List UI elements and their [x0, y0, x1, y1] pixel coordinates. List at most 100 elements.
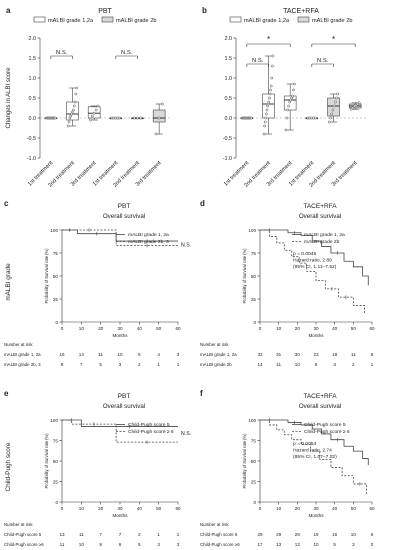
data-point	[154, 132, 158, 136]
panel-subtitle: Overall survival	[103, 403, 145, 410]
data-point	[72, 108, 75, 112]
data-point	[136, 116, 139, 120]
data-point	[90, 114, 94, 118]
risk-value: 6	[119, 542, 122, 547]
data-point	[264, 116, 268, 120]
significance-label: N.S.	[56, 50, 68, 56]
row-label: mALBI grade	[5, 263, 12, 301]
data-point	[269, 88, 272, 92]
stats-annotation: N.S.	[181, 243, 191, 249]
data-point	[332, 104, 336, 108]
number-at-risk-heading: Number at risk	[4, 342, 33, 347]
x-tick-label: 10	[276, 506, 282, 511]
data-point	[293, 82, 296, 86]
x-tick-label: 40	[332, 326, 338, 331]
row-label: Child-Pugh score	[5, 442, 12, 491]
data-point	[263, 124, 266, 128]
y-tick-label: 0.5	[225, 96, 233, 102]
data-point	[314, 116, 317, 120]
panel-letter: d	[200, 199, 205, 208]
data-point	[336, 92, 339, 96]
risk-value: 3	[177, 352, 180, 357]
data-point	[92, 111, 96, 115]
risk-value: 0	[371, 542, 374, 547]
panel-letter: b	[202, 6, 207, 15]
legend-swatch	[297, 16, 310, 23]
risk-value: 3	[333, 362, 336, 367]
risk-value: 11	[79, 532, 84, 537]
x-tick-label: 40	[332, 506, 338, 511]
x-tick-label: 20	[295, 326, 301, 331]
risk-value: 14	[79, 352, 85, 357]
legend-label: Child-Pugh score ≥ 6	[304, 429, 350, 435]
risk-value: 28	[295, 532, 301, 537]
x-tick-label: 30	[117, 506, 123, 511]
number-at-risk-heading: Number at risk	[200, 522, 229, 527]
data-point	[132, 116, 136, 120]
data-point	[67, 120, 71, 124]
survival-curve	[260, 229, 369, 286]
data-point	[285, 116, 289, 120]
risk-value: 2	[138, 532, 141, 537]
risk-value: 12	[295, 542, 301, 547]
survival-curve	[260, 419, 367, 494]
y-tick-label: 25	[251, 297, 257, 302]
risk-row-label: Child-Pugh score 5	[200, 532, 238, 537]
x-tick-label: 50	[351, 506, 357, 511]
data-point	[265, 112, 268, 116]
panel-title: PBT	[118, 203, 131, 210]
data-point	[329, 116, 332, 120]
legend-label: mALBI grade 1, 2a	[304, 232, 345, 238]
survival-curve	[260, 229, 365, 314]
stats-annotation: (95% CI, 1.07–7.02)	[293, 454, 337, 460]
significance-label: *	[267, 35, 270, 44]
data-point	[292, 88, 295, 92]
risk-value: 10	[117, 352, 123, 357]
y-axis-label: Probability of Survival rate (%)	[44, 248, 49, 304]
panel-letter: a	[6, 6, 11, 15]
data-point	[330, 112, 334, 116]
data-point	[269, 84, 273, 88]
x-tick-label: 40	[137, 506, 143, 511]
risk-row-label: Child-Pugh score ≥6	[200, 542, 240, 547]
risk-value: 14	[257, 362, 263, 367]
y-tick-label: 25	[53, 297, 59, 302]
number-at-risk-heading: Number at risk	[200, 342, 229, 347]
x-tick-label: 30	[117, 326, 123, 331]
y-tick-label: 0	[55, 500, 58, 505]
panel-letter: c	[4, 199, 9, 208]
stats-annotation: p = 0.0054	[293, 441, 317, 447]
risk-value: 16	[332, 532, 338, 537]
risk-value: 5	[333, 542, 336, 547]
x-tick-label: 20	[98, 326, 104, 331]
x-tick-label: 30	[313, 506, 319, 511]
risk-value: 29	[276, 532, 282, 537]
y-tick-label: 100	[50, 418, 58, 423]
risk-value: 3	[157, 542, 160, 547]
risk-value: 2	[352, 362, 355, 367]
significance-label: N.S.	[252, 58, 264, 64]
data-point	[265, 108, 269, 112]
risk-row-label: mALBI grade 1, 2a	[4, 352, 41, 357]
data-point	[157, 116, 161, 120]
x-axis-label: Months	[112, 513, 128, 518]
data-point	[331, 108, 335, 112]
legend-label: Child-Pugh score 5	[128, 422, 170, 428]
x-tick-label: 50	[156, 506, 162, 511]
y-tick-label: -1.0	[27, 156, 36, 162]
risk-value: 18	[332, 352, 338, 357]
risk-value: 16	[59, 352, 65, 357]
data-point	[268, 96, 271, 100]
data-point	[328, 120, 331, 124]
risk-value: 1	[157, 362, 160, 367]
y-tick-label: 50	[53, 274, 59, 279]
legend-label: mALBI grade 2b	[312, 18, 352, 24]
x-tick-label: 60	[175, 506, 181, 511]
y-tick-label: 25	[251, 480, 257, 485]
x-tick-label: 60	[369, 326, 375, 331]
x-tick-label: 20	[295, 506, 301, 511]
risk-value: 9	[99, 542, 102, 547]
data-point	[284, 128, 288, 132]
legend-label: Child-Pugh score ≥ 6	[128, 429, 174, 435]
